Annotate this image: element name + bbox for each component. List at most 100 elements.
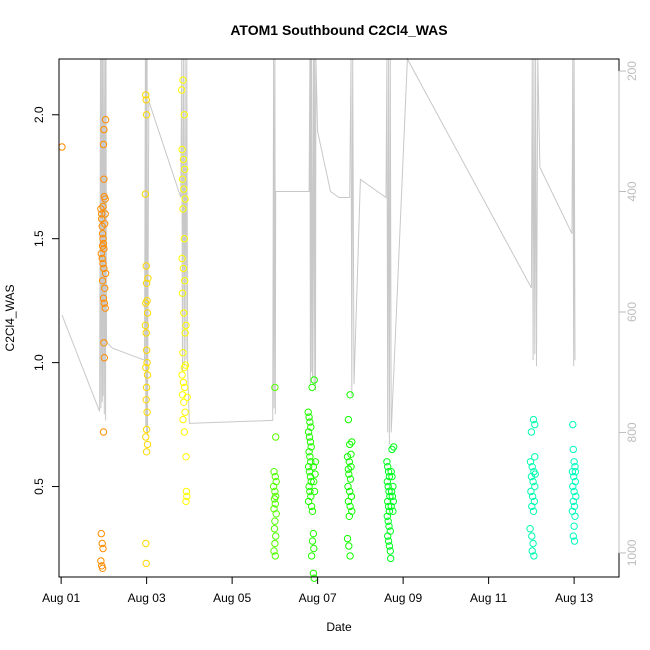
data-point — [384, 502, 393, 511]
data-point — [311, 458, 320, 466]
data-point — [179, 378, 188, 387]
data-point — [178, 175, 187, 183]
data-point — [307, 477, 315, 486]
data-point — [179, 415, 187, 424]
data-point — [143, 358, 151, 367]
data-point — [383, 458, 391, 466]
data-point — [178, 145, 186, 154]
data-point — [384, 532, 392, 540]
y2-tick-label: 200 — [625, 61, 639, 81]
data-point — [142, 396, 150, 404]
data-point — [183, 492, 191, 501]
data-point — [101, 195, 109, 203]
data-point — [304, 408, 312, 416]
data-point — [526, 458, 535, 466]
data-point — [570, 487, 578, 496]
data-point — [346, 487, 354, 496]
data-point — [178, 371, 186, 379]
data-point — [101, 269, 110, 278]
data-point — [385, 487, 393, 496]
data-point — [307, 552, 316, 560]
data-point — [182, 321, 190, 330]
data-point — [570, 502, 579, 511]
data-point — [310, 477, 318, 486]
data-point — [270, 547, 278, 555]
data-point — [97, 205, 105, 213]
data-point — [384, 537, 393, 545]
data-point — [143, 371, 152, 379]
data-point — [531, 420, 539, 429]
data-point — [346, 391, 354, 399]
data-point — [181, 361, 190, 369]
data-point — [347, 450, 355, 458]
data-point — [528, 463, 536, 471]
y-tick-label: 0.5 — [32, 478, 46, 495]
data-point — [99, 428, 108, 436]
data-point — [144, 274, 152, 282]
data-point — [345, 512, 353, 520]
data-point — [180, 428, 189, 436]
data-point — [100, 125, 108, 134]
data-point — [569, 445, 577, 454]
data-point — [97, 249, 106, 258]
data-point — [98, 215, 106, 223]
x-tick-label: Aug 13 — [555, 591, 593, 605]
data-point — [180, 235, 189, 243]
data-point — [101, 116, 110, 124]
data-point — [306, 418, 314, 426]
data-point — [384, 468, 393, 476]
data-point — [142, 96, 150, 104]
data-point — [141, 190, 150, 198]
data-point — [346, 502, 354, 511]
data-point — [180, 111, 189, 119]
x-tick-label: Aug 11 — [470, 591, 507, 605]
data-point — [529, 507, 538, 515]
data-point — [384, 517, 392, 525]
y2-tick-label: 800 — [625, 422, 639, 442]
data-point — [97, 557, 105, 565]
data-point — [306, 487, 314, 496]
data-point — [98, 254, 106, 263]
data-point — [570, 537, 579, 545]
data-point — [570, 458, 578, 466]
data-point — [58, 143, 66, 151]
data-point — [345, 458, 353, 466]
data-point — [345, 542, 353, 550]
data-point — [142, 559, 150, 568]
data-point — [100, 339, 108, 347]
data-point — [388, 445, 396, 454]
data-point — [142, 329, 150, 337]
data-point — [99, 544, 107, 553]
data-point — [99, 140, 108, 149]
data-point — [180, 185, 188, 193]
data-point — [383, 477, 391, 486]
data-point — [385, 507, 394, 515]
data-point — [179, 264, 188, 273]
data-point — [570, 522, 578, 530]
x-axis: Aug 01 Aug 03 Aug 05 Aug 07 Aug 09 Aug 11 Aug … — [42, 576, 593, 605]
data-point — [348, 438, 356, 446]
data-point — [178, 289, 187, 297]
chart-title: ATOM1 Southbound C2Cl4_WAS — [230, 22, 447, 38]
data-point — [181, 383, 189, 392]
data-point — [310, 544, 318, 553]
data-point — [101, 210, 109, 218]
data-point — [304, 428, 313, 436]
data-point — [569, 532, 577, 540]
data-point — [310, 376, 318, 384]
data-point — [271, 552, 279, 560]
data-point — [179, 76, 187, 84]
data-point — [569, 482, 577, 491]
data-point — [307, 443, 315, 451]
data-point — [99, 202, 107, 211]
y-tick-label: 1.0 — [32, 354, 46, 371]
data-point — [270, 468, 278, 476]
x-tick-label: Aug 05 — [213, 591, 251, 605]
data-point — [98, 242, 107, 250]
data-point — [343, 534, 352, 543]
data-point — [143, 309, 152, 317]
data-point — [346, 475, 355, 483]
data-point — [310, 487, 319, 496]
data-point — [570, 472, 578, 481]
